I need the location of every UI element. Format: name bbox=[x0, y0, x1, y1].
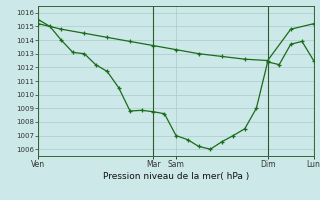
X-axis label: Pression niveau de la mer( hPa ): Pression niveau de la mer( hPa ) bbox=[103, 172, 249, 181]
